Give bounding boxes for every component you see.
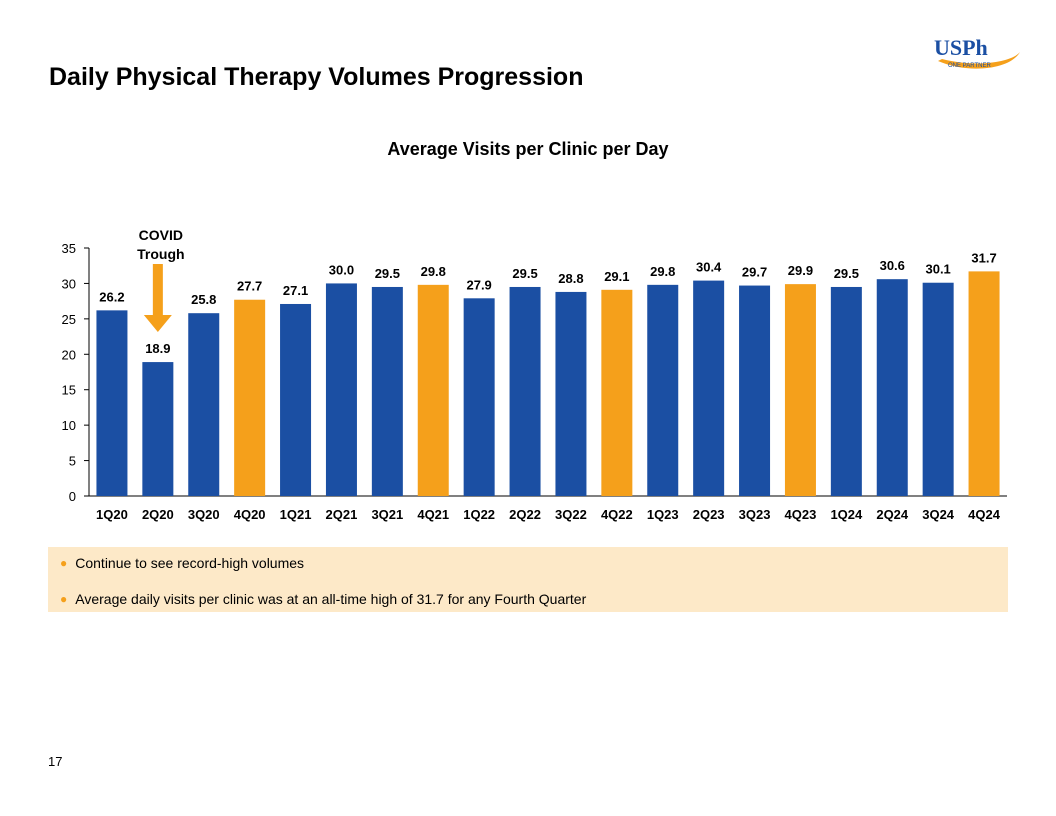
y-tick-label: 0 bbox=[69, 489, 76, 504]
bar bbox=[876, 279, 908, 496]
page-number: 17 bbox=[48, 754, 63, 769]
note-item: ● Continue to see record-high volumes bbox=[60, 555, 304, 571]
logo-sub-text: ONE PARTNER bbox=[948, 63, 991, 69]
x-tick-label: 2Q24 bbox=[876, 507, 909, 522]
bar-value-label: 29.9 bbox=[788, 263, 813, 278]
bar-chart: 0 5 10 15 20 25 30 35 26.2 1Q20 18.9 2Q20 25.8 3Q20 27… bbox=[62, 227, 1007, 522]
bar bbox=[417, 284, 449, 496]
down-arrow-icon bbox=[143, 264, 172, 332]
bar-value-label: 29.7 bbox=[742, 265, 767, 280]
bar bbox=[739, 285, 771, 496]
x-tick-label: 4Q23 bbox=[785, 507, 817, 522]
note-item: ● Average daily visits per clinic was at… bbox=[60, 591, 586, 607]
x-tick-label: 2Q20 bbox=[142, 507, 174, 522]
y-tick-label: 30 bbox=[62, 276, 76, 291]
bar-value-label: 29.8 bbox=[421, 264, 446, 279]
x-tick-label: 4Q21 bbox=[417, 507, 449, 522]
x-tick-label: 1Q20 bbox=[96, 507, 128, 522]
bar bbox=[509, 286, 541, 496]
notes-box: ● Continue to see record-high volumes ● … bbox=[48, 547, 1008, 612]
bar bbox=[142, 362, 174, 496]
bar bbox=[280, 303, 312, 496]
note-text: Continue to see record-high volumes bbox=[75, 555, 305, 571]
x-tick-label: 2Q23 bbox=[693, 507, 725, 522]
bar-value-label: 18.9 bbox=[145, 341, 170, 356]
bar-value-label: 29.8 bbox=[650, 264, 675, 279]
bar bbox=[234, 299, 266, 496]
x-tick-label: 3Q24 bbox=[922, 507, 955, 522]
bar-value-label: 30.6 bbox=[880, 258, 905, 273]
x-tick-label: 3Q21 bbox=[371, 507, 403, 522]
bar-value-label: 29.5 bbox=[375, 266, 400, 281]
bar-value-label: 30.1 bbox=[925, 262, 950, 277]
bullet-icon: ● bbox=[60, 556, 68, 570]
bar bbox=[555, 291, 587, 496]
x-tick-label: 4Q24 bbox=[968, 507, 1001, 522]
bar bbox=[693, 280, 725, 496]
bar-value-label: 27.9 bbox=[466, 277, 491, 292]
bar bbox=[96, 310, 128, 496]
logo-main-text: USPh bbox=[934, 35, 988, 60]
annotation-label: Trough bbox=[137, 246, 184, 262]
x-tick-label: 1Q23 bbox=[647, 507, 679, 522]
bar-value-label: 29.1 bbox=[604, 269, 629, 284]
x-tick-label: 1Q22 bbox=[463, 507, 495, 522]
y-tick-label: 15 bbox=[62, 383, 76, 398]
bar bbox=[784, 284, 816, 496]
bar-value-label: 28.8 bbox=[558, 271, 583, 286]
x-tick-label: 1Q24 bbox=[830, 507, 863, 522]
bar bbox=[325, 283, 357, 496]
bar-value-label: 27.7 bbox=[237, 279, 262, 294]
bar bbox=[371, 286, 403, 496]
y-tick-label: 5 bbox=[69, 454, 76, 469]
bar-value-label: 25.8 bbox=[191, 292, 216, 307]
y-tick-label: 35 bbox=[62, 241, 76, 256]
bar bbox=[922, 282, 954, 496]
x-tick-label: 2Q22 bbox=[509, 507, 541, 522]
logo-swoosh bbox=[938, 52, 1020, 69]
chart-title: Average Visits per Clinic per Day bbox=[387, 139, 669, 159]
note-text: Average daily visits per clinic was at a… bbox=[75, 591, 587, 607]
x-tick-label: 4Q20 bbox=[234, 507, 266, 522]
bar-value-label: 29.5 bbox=[834, 266, 859, 281]
y-tick-label: 25 bbox=[62, 312, 76, 327]
page-title: Daily Physical Therapy Volumes Progressi… bbox=[49, 63, 584, 91]
bullet-icon: ● bbox=[60, 592, 68, 606]
x-tick-label: 4Q22 bbox=[601, 507, 633, 522]
bar bbox=[647, 284, 679, 496]
x-tick-label: 2Q21 bbox=[326, 507, 358, 522]
x-tick-label: 3Q23 bbox=[739, 507, 771, 522]
bar-value-label: 31.7 bbox=[971, 250, 996, 265]
y-tick-label: 20 bbox=[62, 347, 76, 362]
usph-logo: USPh ONE PARTNER bbox=[934, 35, 1020, 69]
annotation-label: COVID bbox=[139, 227, 183, 243]
bar-value-label: 30.4 bbox=[696, 260, 722, 275]
bar-value-label: 27.1 bbox=[283, 283, 308, 298]
bar-value-label: 26.2 bbox=[99, 289, 124, 304]
bar bbox=[188, 313, 220, 496]
bar bbox=[830, 286, 862, 496]
bar-value-label: 29.5 bbox=[512, 266, 537, 281]
x-tick-label: 3Q20 bbox=[188, 507, 220, 522]
y-tick-label: 10 bbox=[62, 418, 76, 433]
x-tick-label: 1Q21 bbox=[280, 507, 312, 522]
bar bbox=[463, 298, 495, 496]
bar-value-label: 30.0 bbox=[329, 262, 354, 277]
bar bbox=[968, 271, 1000, 496]
bar bbox=[601, 289, 633, 496]
x-tick-label: 3Q22 bbox=[555, 507, 587, 522]
